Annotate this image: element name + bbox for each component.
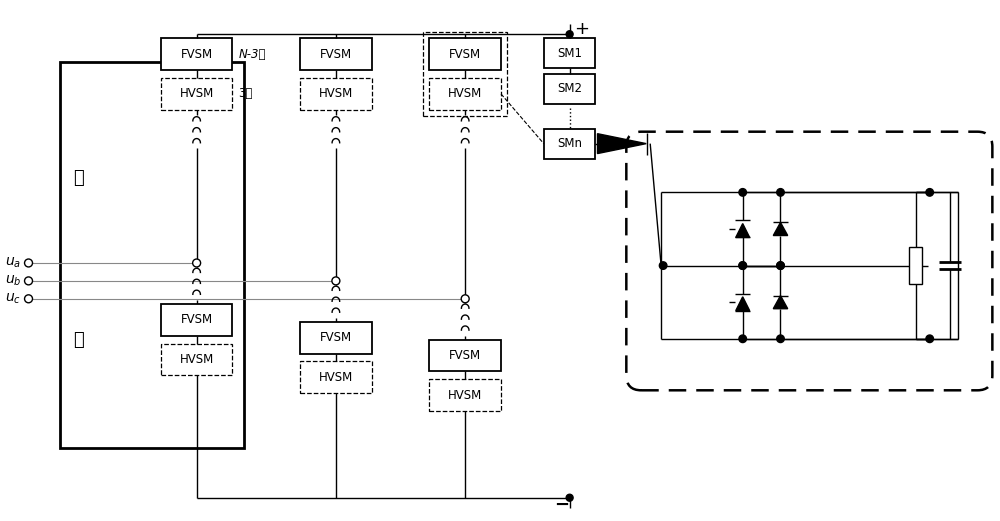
FancyBboxPatch shape: [429, 340, 501, 371]
Polygon shape: [773, 222, 788, 235]
Circle shape: [25, 277, 33, 285]
FancyBboxPatch shape: [626, 132, 992, 390]
Circle shape: [659, 262, 667, 269]
Circle shape: [777, 262, 784, 269]
FancyBboxPatch shape: [429, 38, 501, 70]
FancyBboxPatch shape: [161, 38, 232, 70]
Circle shape: [332, 277, 340, 285]
Text: HVSM: HVSM: [319, 88, 353, 101]
FancyBboxPatch shape: [300, 362, 372, 393]
Text: FVSM: FVSM: [181, 47, 213, 60]
Circle shape: [566, 494, 573, 501]
Text: +: +: [575, 20, 590, 38]
Circle shape: [739, 262, 746, 269]
FancyBboxPatch shape: [544, 129, 595, 158]
Text: 臂: 臂: [73, 331, 84, 349]
Text: $u_a$: $u_a$: [5, 256, 21, 270]
Circle shape: [193, 259, 201, 267]
FancyBboxPatch shape: [909, 246, 922, 284]
Text: HVSM: HVSM: [319, 371, 353, 384]
FancyBboxPatch shape: [161, 78, 232, 110]
FancyBboxPatch shape: [544, 74, 595, 104]
Circle shape: [25, 295, 33, 303]
Text: HVSM: HVSM: [180, 88, 214, 101]
Text: FVSM: FVSM: [449, 349, 481, 362]
Text: SMn: SMn: [557, 137, 582, 150]
Text: −: −: [554, 495, 569, 514]
FancyBboxPatch shape: [300, 321, 372, 354]
FancyBboxPatch shape: [60, 62, 244, 448]
FancyBboxPatch shape: [161, 343, 232, 376]
Circle shape: [777, 262, 784, 269]
Text: FVSM: FVSM: [449, 47, 481, 60]
FancyBboxPatch shape: [429, 379, 501, 411]
Circle shape: [739, 262, 746, 269]
FancyBboxPatch shape: [429, 78, 501, 110]
Circle shape: [926, 189, 933, 196]
Polygon shape: [736, 224, 750, 238]
FancyBboxPatch shape: [161, 304, 232, 336]
FancyBboxPatch shape: [300, 78, 372, 110]
Text: HVSM: HVSM: [448, 389, 482, 402]
Text: FVSM: FVSM: [181, 313, 213, 326]
Text: 3个: 3个: [238, 88, 253, 101]
FancyBboxPatch shape: [544, 38, 595, 68]
Text: HVSM: HVSM: [180, 353, 214, 366]
Circle shape: [777, 189, 784, 196]
Text: 桥: 桥: [73, 169, 84, 187]
Text: SM2: SM2: [557, 82, 582, 95]
Text: SM1: SM1: [557, 46, 582, 59]
Circle shape: [25, 259, 33, 267]
Text: N-3个: N-3个: [238, 47, 266, 60]
Text: FVSM: FVSM: [320, 331, 352, 344]
Circle shape: [461, 295, 469, 303]
Circle shape: [777, 335, 784, 343]
Circle shape: [926, 335, 933, 343]
Circle shape: [739, 335, 746, 343]
Text: FVSM: FVSM: [320, 47, 352, 60]
Text: HVSM: HVSM: [448, 88, 482, 101]
Polygon shape: [597, 134, 646, 154]
FancyBboxPatch shape: [300, 38, 372, 70]
Text: $u_c$: $u_c$: [5, 292, 21, 306]
Text: $u_b$: $u_b$: [5, 274, 21, 288]
Circle shape: [566, 31, 573, 38]
Circle shape: [739, 189, 746, 196]
Polygon shape: [773, 295, 788, 309]
Polygon shape: [736, 297, 750, 311]
